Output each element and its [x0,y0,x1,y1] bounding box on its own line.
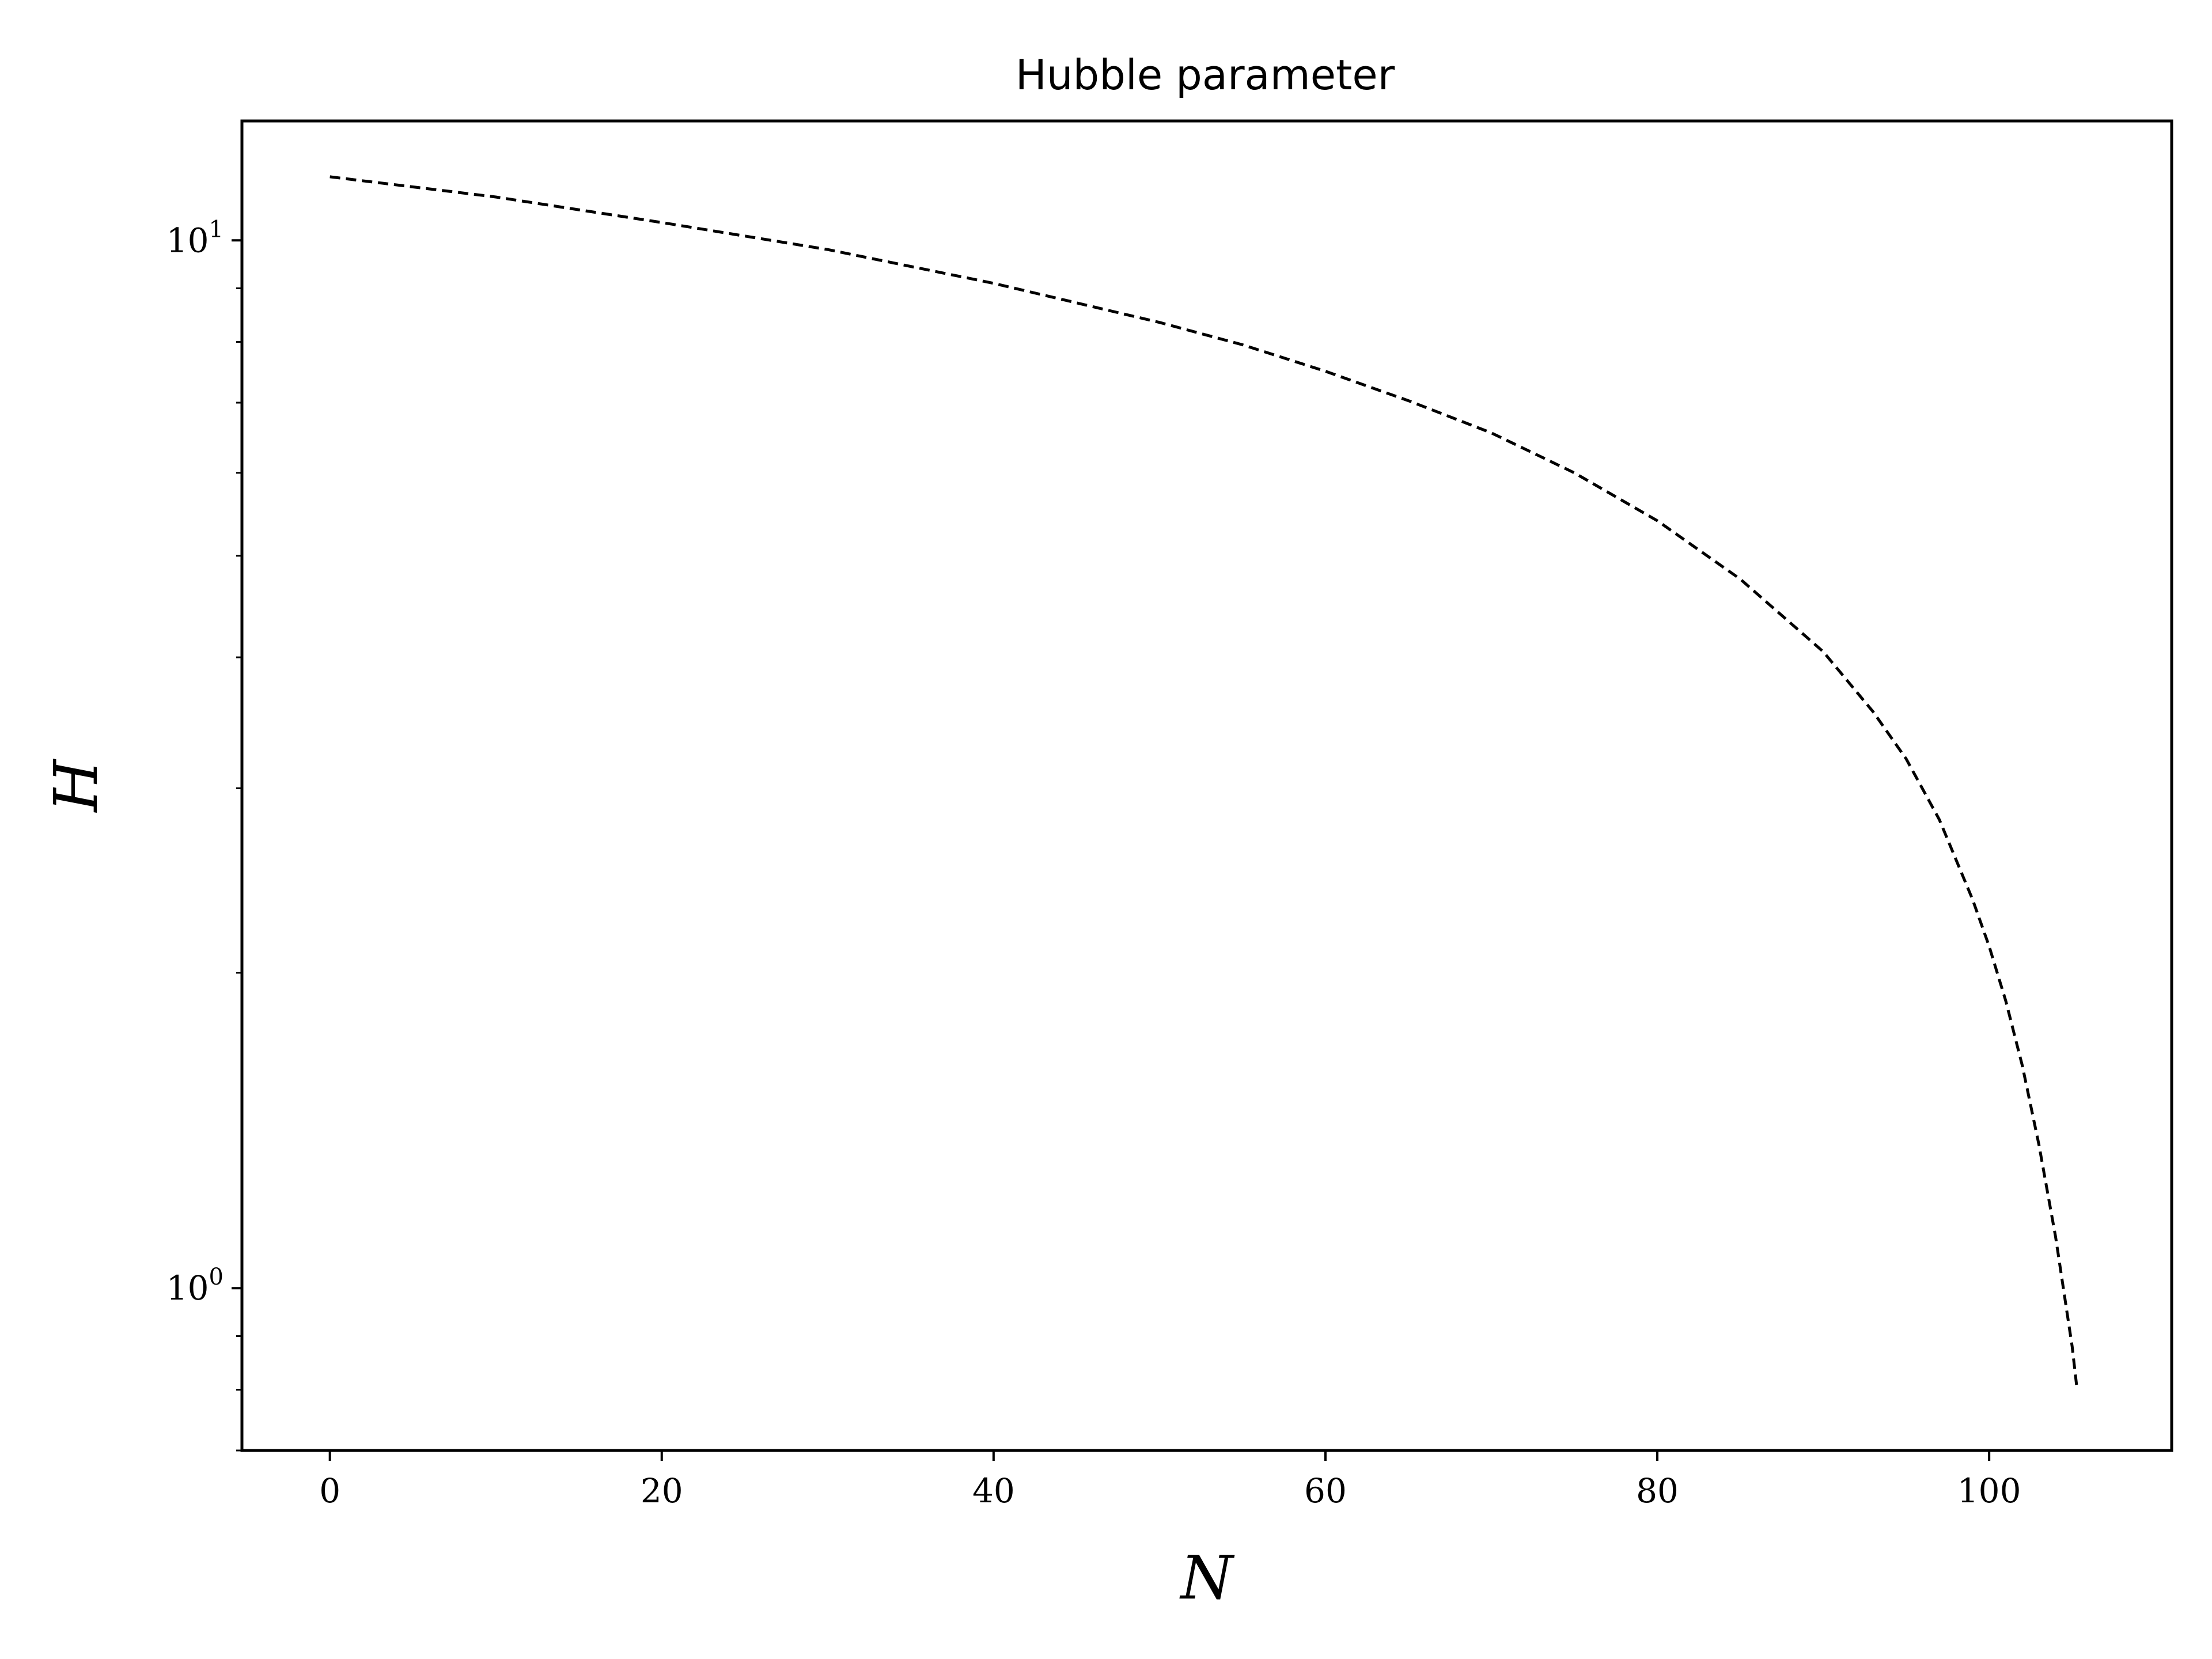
x-axis-label: N [1179,1543,1235,1613]
x-tick-label: 40 [972,1471,1015,1510]
x-axis: 0 20 40 60 80 100 [319,1450,2021,1510]
x-tick-label: 80 [1636,1471,1679,1510]
y-tick-base: 10 [166,1268,209,1308]
x-tick-label: 0 [319,1471,340,1510]
series-line-0 [329,175,2079,1390]
series-layer [329,175,2079,1390]
x-tick-label: 60 [1304,1471,1347,1510]
x-tick-label: 100 [1957,1471,2021,1510]
y-tick-exponent: 0 [209,1264,224,1290]
plot-frame [240,119,2173,1452]
y-tick-label: 100 [166,1264,224,1308]
chart-title: Hubble parameter [1016,51,1395,99]
y-tick-exponent: 1 [209,216,224,243]
y-axis-label: H [41,758,111,813]
y-tick-base: 10 [166,221,209,260]
y-tick-label: 101 [166,216,224,260]
x-tick-label: 20 [641,1471,683,1510]
